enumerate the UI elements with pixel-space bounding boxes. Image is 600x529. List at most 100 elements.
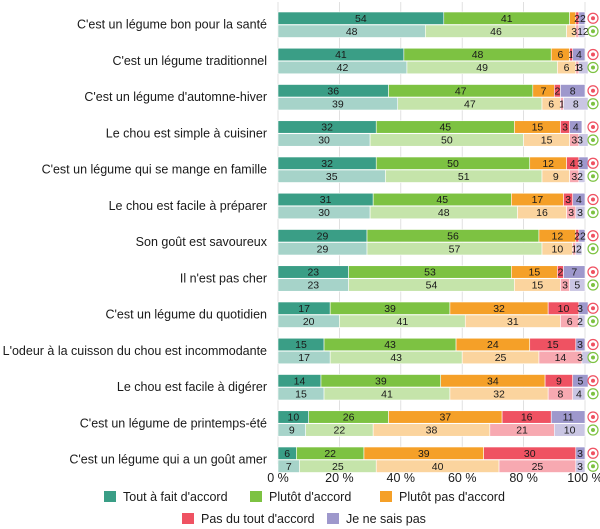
data-label: 9 [556,375,562,387]
data-label: 50 [441,135,453,147]
legend-swatch [104,491,116,502]
data-label: 1 [568,49,574,61]
data-label: 3 [562,122,568,134]
category-label: L'odeur à la cuisson du chou est incommo… [3,344,267,358]
bar-segment [578,169,586,183]
red-seal-icon [587,12,599,24]
category-labels: C'est un légume bon pour la santé C'est u… [3,18,268,467]
data-label: 3 [571,171,577,183]
data-label: 2 [554,85,560,97]
data-label: 4 [576,49,582,61]
green-seal-icon [587,243,599,255]
legend-swatch [182,513,194,524]
green-seal-icon [587,279,599,291]
data-label: 50 [447,158,459,170]
data-label: 51 [458,171,470,183]
green-seal-icon [587,351,599,364]
bar-segment [575,459,586,473]
data-label: 21 [516,425,528,437]
data-label: 14 [555,352,567,364]
data-label: 6 [558,49,564,61]
data-label: 30 [318,135,330,147]
red-seal-icon [587,230,599,242]
green-seal-icon [587,206,599,219]
category-label: C'est un légume de printemps-été [80,416,267,430]
data-label: 16 [536,207,548,219]
bar-segment [550,410,586,424]
data-label: 15 [547,339,559,351]
tick-label: 60 % [448,471,477,485]
data-label: 9 [289,425,295,437]
data-label: 15 [532,122,544,134]
data-label: 16 [521,412,533,424]
bar-segment [569,120,583,134]
data-label: 11 [563,412,574,424]
data-label: 2 [577,316,583,328]
data-label: 8 [558,388,564,400]
data-label: 3 [565,194,571,206]
data-label: 30 [524,448,536,460]
data-label: 30 [318,207,330,219]
data-label: 3 [577,303,583,315]
red-seal-icon [587,411,599,423]
data-label: 53 [424,267,436,279]
data-label: 25 [532,461,544,473]
data-label: 54 [426,280,438,292]
red-seal-icon [587,302,599,314]
category-label: Le chou est facile à préparer [109,199,267,213]
data-label: 32 [321,122,333,134]
data-label: 15 [295,388,307,400]
data-label: 6 [284,448,290,460]
red-seal-icon [587,121,599,133]
data-label: 2 [577,171,583,183]
data-label: 57 [449,243,461,255]
data-label: 39 [418,448,430,460]
legend-label: Tout à fait d'accord [123,490,228,504]
data-label: 56 [447,230,459,242]
data-label: 3 [577,461,583,473]
data-label: 47 [455,85,467,97]
data-label: 32 [493,303,505,315]
data-label: 7 [286,461,292,473]
green-seal-icon [587,460,599,472]
red-seal-icon [587,157,599,169]
legend-swatch [327,513,339,524]
data-label: 6 [567,316,573,328]
data-label: 17 [298,303,310,315]
data-label: 45 [439,122,451,134]
data-label: 15 [529,267,541,279]
data-label: 47 [464,98,476,110]
data-label: 38 [426,425,438,437]
data-label: 15 [295,339,307,351]
data-label: 1 [571,243,577,255]
bar-segment [578,11,586,25]
bar-segment [578,314,586,328]
green-seal-icon [587,134,599,146]
data-label: 43 [384,339,396,351]
data-label: 42 [337,62,349,74]
data-label: 39 [332,98,344,110]
category-label: C'est un légume qui a un goût amer [69,453,267,467]
data-label: 29 [317,230,329,242]
data-label: 3 [577,158,583,170]
data-label: 9 [553,171,559,183]
bar-segment [578,229,586,243]
bar-segment [575,337,586,352]
data-label: 46 [490,26,502,38]
data-label: 35 [326,171,338,183]
category-label: C'est un légume bon pour la santé [77,18,267,32]
data-label: 10 [564,425,576,437]
data-label: 22 [334,425,346,437]
data-label: 41 [396,316,408,328]
data-label: 48 [472,49,484,61]
data-label: 8 [573,98,579,110]
legend-label: Pas du tout d'accord [201,512,315,526]
data-label: 48 [438,207,450,219]
data-label: 48 [346,26,358,38]
tick-label: 20 % [325,471,354,485]
bar-segment [563,265,586,279]
tick-label: 0 % [267,471,289,485]
green-seal-icon [587,424,599,436]
